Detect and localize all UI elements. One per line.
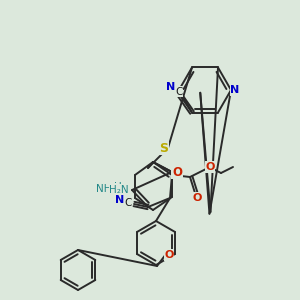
Text: H₂N: H₂N xyxy=(109,185,129,195)
Text: C: C xyxy=(175,86,183,97)
Text: C: C xyxy=(124,198,132,208)
Text: NH₂: NH₂ xyxy=(96,184,116,194)
Text: N: N xyxy=(230,85,240,95)
Text: N: N xyxy=(167,82,176,92)
Text: N: N xyxy=(116,195,124,205)
Text: O: O xyxy=(205,162,215,172)
Text: O: O xyxy=(172,166,182,178)
Text: N: N xyxy=(120,187,130,197)
Text: H: H xyxy=(114,182,122,192)
Text: O: O xyxy=(192,193,202,203)
Text: S: S xyxy=(160,142,169,154)
Text: O: O xyxy=(164,250,174,260)
